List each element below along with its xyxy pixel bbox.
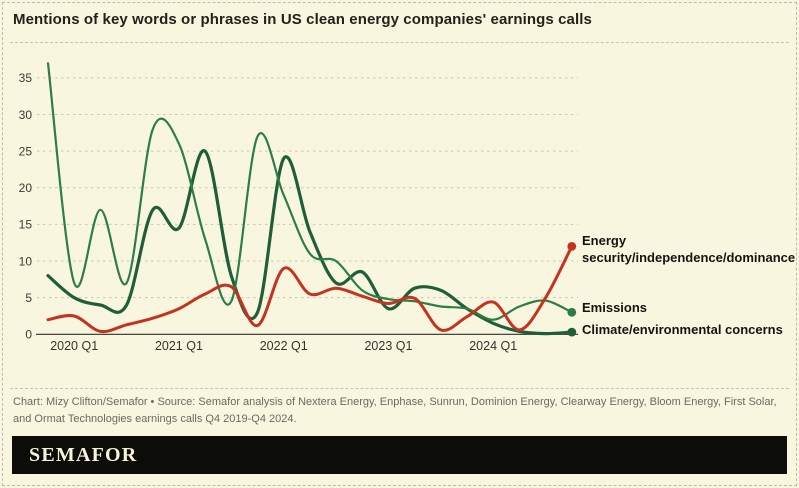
legend-label-energy-security: Energy security/independence/dominance — [582, 233, 796, 265]
series-end-dot — [567, 242, 577, 251]
y-tick-label: 5 — [25, 291, 32, 305]
y-tick-label: 35 — [19, 71, 33, 85]
semafor-logo: SEMAFOR — [29, 443, 138, 466]
x-tick-label: 2022 Q1 — [260, 339, 308, 353]
series-end-dot — [567, 327, 577, 337]
y-tick-label: 30 — [19, 108, 33, 122]
legend-label-climate: Climate/environmental concerns — [582, 322, 783, 337]
legend-label-emissions: Emissions — [582, 300, 648, 315]
x-tick-label: 2024 Q1 — [469, 339, 517, 353]
chart-title: Mentions of key words or phrases in US c… — [13, 11, 592, 28]
series-line-climate — [46, 149, 574, 336]
title-separator — [10, 42, 789, 43]
x-tick-label: 2020 Q1 — [50, 339, 98, 353]
y-tick-label: 0 — [25, 328, 32, 342]
y-tick-label: 15 — [19, 218, 33, 232]
y-tick-label: 25 — [19, 144, 33, 158]
x-tick-label: 2023 Q1 — [364, 339, 412, 353]
y-tick-label: 20 — [19, 181, 33, 195]
footer-separator — [10, 388, 789, 389]
source-caption: Chart: Mizy Clifton/Semafor • Source: Se… — [13, 396, 777, 426]
y-tick-label: 10 — [19, 254, 33, 268]
x-tick-label: 2021 Q1 — [155, 339, 203, 353]
series-end-dot — [567, 307, 577, 317]
series-line-energy-security — [46, 244, 574, 334]
series-line-emissions — [46, 62, 573, 321]
semafor-logo-bar: SEMAFOR — [12, 436, 787, 474]
